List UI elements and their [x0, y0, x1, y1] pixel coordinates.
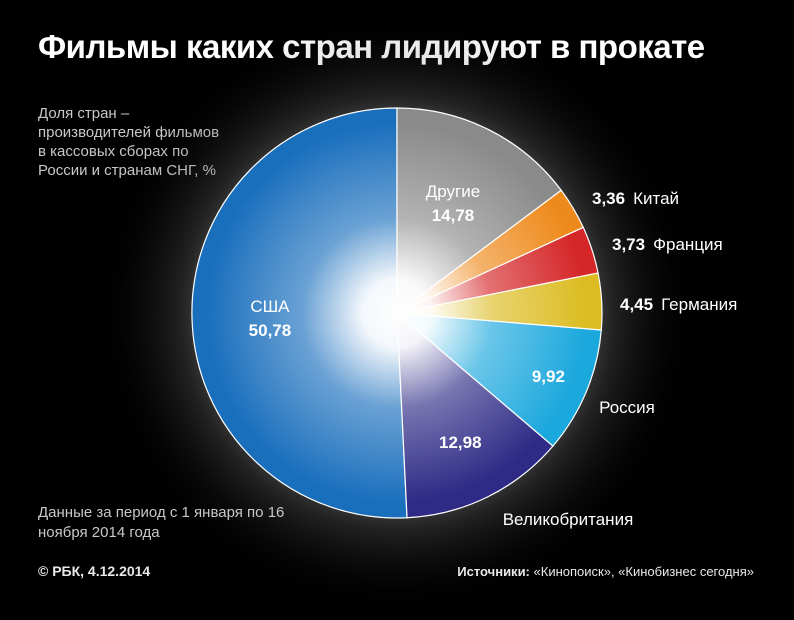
slice-label-7: Другие: [426, 182, 480, 201]
slice-label-3: Россия: [599, 398, 655, 417]
slice-value-2: 12,98: [439, 433, 482, 452]
sources: Источники: «Кинопоиск», «Кинобизнес сего…: [457, 564, 754, 579]
data-period-note: Данные за период с 1 января по 16 ноября…: [38, 504, 285, 541]
slice-value-1: 50,78: [249, 321, 292, 340]
slice-value-7: 14,78: [432, 206, 475, 225]
copyright: © РБК, 4.12.2014: [38, 563, 151, 579]
slice-label-5: 3,73 Франция: [612, 235, 723, 254]
pie-labels: США 50,78 12,98 Великобритания 9,92 Россия 4,4…: [249, 182, 738, 529]
center-glow: [192, 108, 602, 518]
sources-label: Источники:: [457, 564, 530, 579]
slice-label-6: 3,36 Китай: [592, 189, 679, 208]
sources-text: «Кинопоиск», «Кинобизнес сегодня»: [533, 564, 754, 579]
slice-value-3: 9,92: [532, 367, 565, 386]
slice-label-2: Великобритания: [503, 510, 634, 529]
slice-label-1: США: [250, 297, 290, 316]
slice-label-4: 4,45 Германия: [620, 295, 737, 314]
